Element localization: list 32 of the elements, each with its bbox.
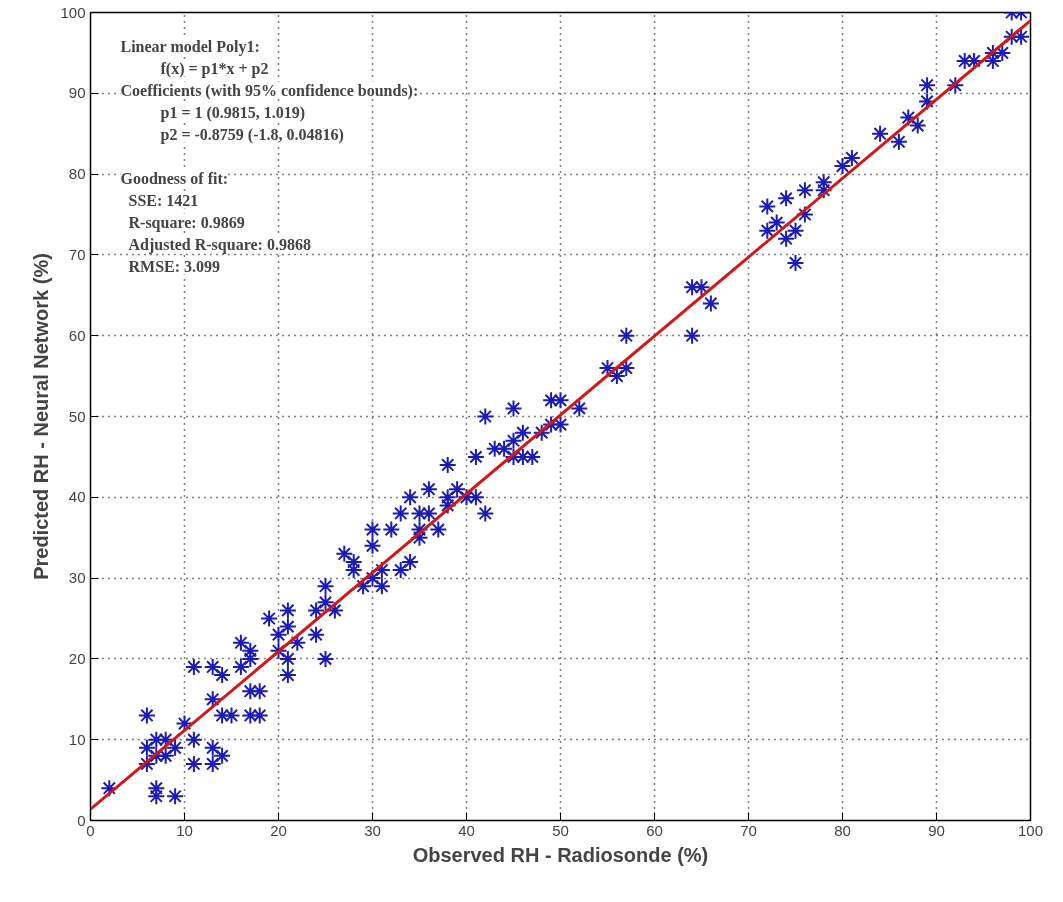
x-tick-label: 80 [834,821,851,839]
annotation: f(x) = p1*x + p2 [160,59,269,78]
y-tick-label: 100 [60,3,86,21]
x-tick-label: 70 [740,821,757,839]
annotation: Adjusted R-square: 0.9868 [128,235,311,254]
x-tick-label: 50 [552,821,569,839]
y-axis-title: Predicted RH - Neural Network (%) [30,253,53,580]
y-tick-label: 40 [68,488,86,506]
x-tick-label: 30 [364,821,381,839]
y-tick-label: 60 [68,326,86,344]
annotation: Goodness of fit: [120,169,229,187]
annotation: RMSE: 3.099 [128,257,221,275]
x-tick-label: 10 [176,821,193,839]
y-tick-label: 20 [68,649,86,667]
y-tick-label: 70 [68,245,86,263]
annotation: p1 = 1 (0.9815, 1.019) [160,103,306,122]
y-tick-label: 80 [68,165,86,183]
annotation: Linear model Poly1: [120,37,260,56]
x-tick-label: 90 [928,821,945,839]
x-axis-title: Observed RH - Radiosonde (%) [412,843,709,866]
annotation: p2 = -0.8759 (-1.8, 0.04816) [160,125,344,144]
x-tick-label: 20 [270,821,287,839]
y-tick-label: 10 [68,730,86,748]
y-tick-label: 50 [68,407,86,425]
y-tick-label: 90 [68,84,86,102]
x-tick-label: 60 [646,821,663,839]
y-tick-label: 30 [68,569,86,587]
annotation: R-square: 0.9869 [128,213,245,232]
annotation: Coefficients (with 95% confidence bounds): [120,81,419,100]
annotation: SSE: 1421 [128,191,199,209]
x-tick-label: 40 [458,821,475,839]
x-tick-label: 100 [1017,821,1044,839]
